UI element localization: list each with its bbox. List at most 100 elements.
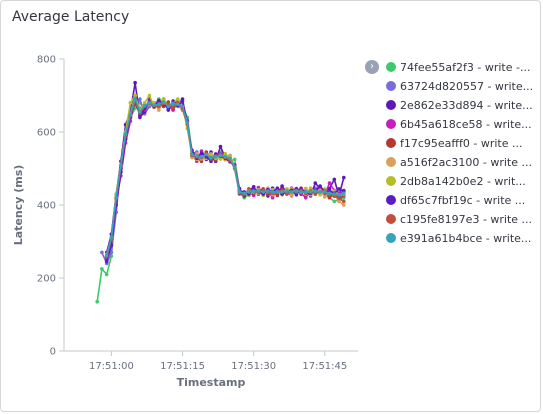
data-point bbox=[180, 104, 185, 109]
x-tick-label: 17:51:30 bbox=[231, 361, 276, 372]
data-point bbox=[313, 181, 318, 185]
data-point bbox=[147, 93, 152, 98]
data-point bbox=[308, 186, 313, 190]
data-point bbox=[342, 199, 346, 204]
legend-item[interactable]: e391a61b4bce - write... bbox=[386, 229, 531, 247]
data-point bbox=[294, 193, 299, 197]
series-0 bbox=[95, 97, 346, 304]
chevron-right-icon[interactable]: › bbox=[365, 60, 379, 74]
series-line bbox=[105, 94, 345, 255]
data-point bbox=[337, 187, 341, 191]
series-line bbox=[105, 98, 345, 260]
data-point bbox=[209, 155, 213, 160]
legend-item[interactable]: c195fe8197e3 - write ... bbox=[386, 210, 532, 228]
data-point bbox=[195, 154, 199, 158]
data-point bbox=[100, 250, 104, 255]
data-point bbox=[133, 93, 137, 98]
data-point bbox=[100, 267, 104, 271]
data-point bbox=[228, 156, 232, 161]
data-point bbox=[304, 187, 308, 191]
data-point bbox=[342, 175, 346, 180]
legend-label: 2db8a142b0e2 - writ... bbox=[400, 174, 526, 188]
data-point bbox=[133, 96, 137, 101]
data-point bbox=[327, 191, 332, 196]
data-point bbox=[332, 177, 337, 182]
data-point bbox=[318, 193, 322, 197]
legend-swatch bbox=[386, 214, 396, 224]
y-tick-label: 0 bbox=[50, 347, 56, 358]
data-point bbox=[299, 190, 303, 194]
legend-label: f17c95eafff0 - write ... bbox=[400, 136, 523, 150]
data-point bbox=[232, 157, 237, 162]
legend-label: a516f2ac3100 - write ... bbox=[400, 155, 532, 169]
data-point bbox=[109, 235, 114, 239]
legend-label: df65c7fbf19c - write ... bbox=[400, 193, 526, 207]
panel-title: Average Latency bbox=[12, 9, 130, 25]
y-tick-label: 200 bbox=[37, 274, 56, 285]
data-point bbox=[318, 190, 322, 194]
y-tick-label: 600 bbox=[37, 128, 56, 139]
data-point bbox=[275, 186, 280, 190]
series-9 bbox=[104, 96, 346, 258]
legend-item[interactable]: 2db8a142b0e2 - writ... bbox=[386, 172, 526, 190]
data-point bbox=[342, 203, 346, 207]
legend-label: c195fe8197e3 - write ... bbox=[400, 212, 533, 226]
data-point bbox=[332, 192, 337, 196]
legend-swatch bbox=[386, 176, 396, 186]
data-point bbox=[256, 189, 261, 193]
data-point bbox=[332, 199, 337, 204]
data-point bbox=[138, 109, 142, 114]
data-point bbox=[109, 250, 114, 255]
legend-item[interactable]: 2e862e33d894 - write... bbox=[386, 96, 533, 114]
data-point bbox=[275, 190, 280, 194]
data-point bbox=[142, 103, 147, 108]
series-lines bbox=[95, 80, 346, 304]
series-line bbox=[101, 98, 345, 265]
series-line bbox=[105, 98, 345, 262]
series-line bbox=[105, 97, 345, 256]
legend-item[interactable]: f17c95eafff0 - write ... bbox=[386, 134, 522, 152]
data-point bbox=[95, 299, 99, 304]
data-point bbox=[176, 102, 180, 107]
legend-item[interactable]: 74fee55af2f3 - write -... bbox=[386, 58, 530, 76]
x-axis-title: Timestamp bbox=[177, 376, 246, 389]
legend-label: 6b45a618ce58 - write... bbox=[400, 117, 532, 131]
data-point bbox=[275, 193, 280, 198]
data-point bbox=[199, 151, 204, 155]
data-point bbox=[147, 101, 152, 105]
data-point bbox=[104, 253, 109, 258]
data-point bbox=[119, 163, 123, 168]
legend-item[interactable]: 6b45a618ce58 - write... bbox=[386, 115, 532, 133]
data-point bbox=[266, 189, 270, 193]
data-point bbox=[218, 144, 223, 149]
data-point bbox=[304, 190, 308, 194]
data-point bbox=[247, 190, 251, 194]
series-3 bbox=[104, 97, 346, 262]
data-point bbox=[323, 195, 327, 199]
data-point bbox=[218, 157, 223, 161]
series-7 bbox=[104, 97, 346, 264]
legend-label: e391a61b4bce - write... bbox=[400, 231, 532, 245]
data-point bbox=[308, 190, 313, 194]
legend-item[interactable]: 63724d820557 - write... bbox=[386, 77, 533, 95]
data-point bbox=[313, 189, 318, 193]
legend-label: 2e862e33d894 - write... bbox=[400, 98, 533, 112]
data-point bbox=[337, 193, 341, 197]
data-point bbox=[209, 152, 213, 157]
legend-item[interactable]: df65c7fbf19c - write ... bbox=[386, 191, 525, 209]
data-point bbox=[223, 152, 227, 156]
data-point bbox=[289, 193, 294, 198]
legend-item[interactable]: a516f2ac3100 - write ... bbox=[386, 153, 532, 171]
data-point bbox=[218, 153, 223, 158]
x-tick-label: 17:51:00 bbox=[89, 361, 134, 372]
data-point bbox=[223, 155, 227, 159]
data-point bbox=[171, 101, 175, 106]
data-point bbox=[204, 152, 209, 157]
data-point bbox=[323, 190, 327, 194]
data-point bbox=[237, 190, 242, 194]
data-point bbox=[327, 181, 332, 185]
data-point bbox=[104, 272, 109, 277]
data-point bbox=[128, 112, 133, 117]
data-point bbox=[133, 80, 137, 85]
